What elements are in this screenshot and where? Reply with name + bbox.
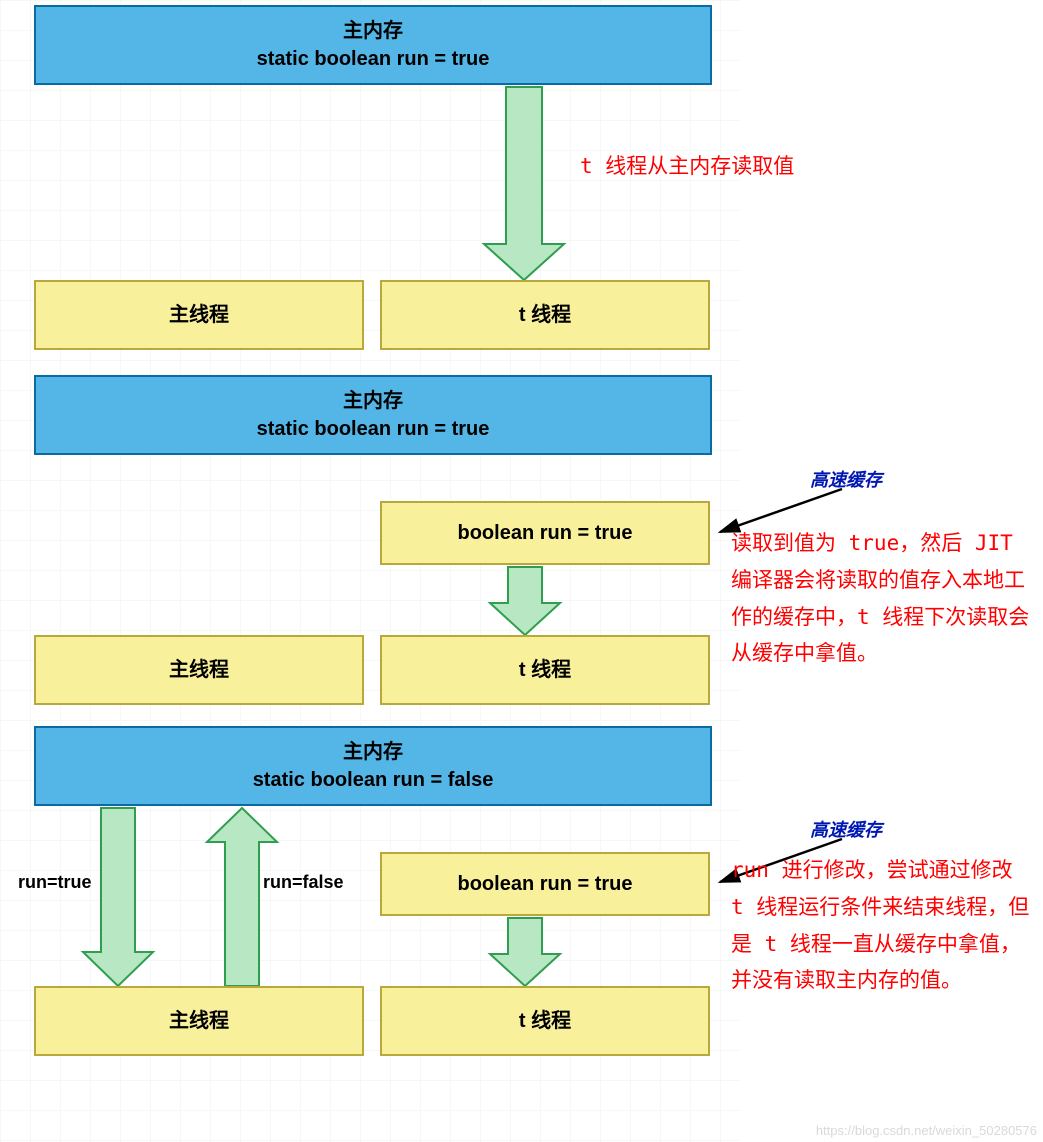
watermark: https://blog.csdn.net/weixin_50280576 [816, 1123, 1037, 1138]
diagram-root: 主内存 static boolean run = true 主线程 t 线程 t… [0, 0, 1043, 1142]
p3-annotation: run 进行修改，尝试通过修改 t 线程运行条件来结束线程，但是 t 线程一直从… [731, 852, 1031, 999]
